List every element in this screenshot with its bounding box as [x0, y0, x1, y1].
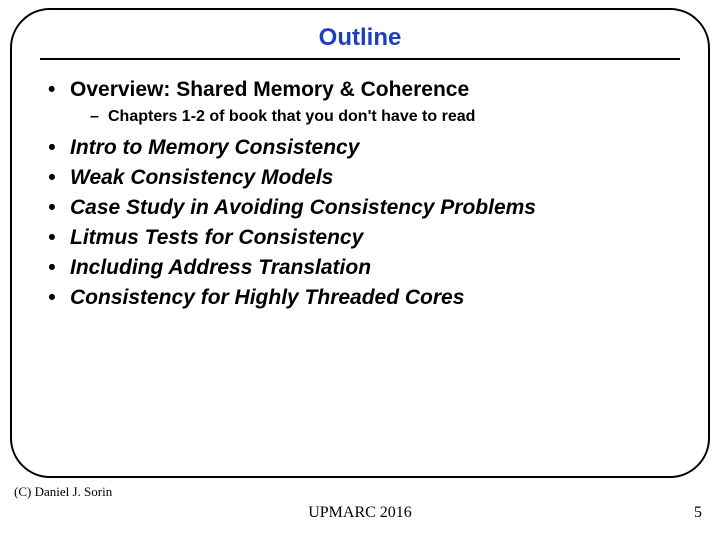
bullet-text: Weak Consistency Models	[70, 166, 333, 190]
page-number: 5	[694, 504, 702, 522]
conference: UPMARC 2016	[0, 504, 720, 522]
bullet-text: Overview: Shared Memory & Coherence	[70, 78, 469, 102]
copyright: (C) Daniel J. Sorin	[14, 484, 112, 500]
bullet-text: Case Study in Avoiding Consistency Probl…	[70, 196, 536, 220]
bullet-text: Litmus Tests for Consistency	[70, 226, 363, 250]
bullet-marker: •	[48, 226, 70, 250]
bullet-item: •Including Address Translation	[48, 256, 680, 280]
bullet-list: •Overview: Shared Memory & Coherence–Cha…	[40, 78, 680, 310]
bullet-text: Consistency for Highly Threaded Cores	[70, 286, 464, 310]
bullet-marker: •	[48, 286, 70, 310]
bullet-marker: •	[48, 166, 70, 190]
bullet-text: Intro to Memory Consistency	[70, 136, 359, 160]
bullet-marker: •	[48, 78, 70, 102]
slide-title: Outline	[40, 24, 680, 52]
title-underline	[40, 58, 680, 60]
bullet-item: •Case Study in Avoiding Consistency Prob…	[48, 196, 680, 220]
sub-marker: –	[90, 108, 108, 126]
bullet-marker: •	[48, 196, 70, 220]
bullet-marker: •	[48, 256, 70, 280]
bullet-marker: •	[48, 136, 70, 160]
slide-frame: Outline •Overview: Shared Memory & Coher…	[10, 8, 710, 478]
sub-list: –Chapters 1-2 of book that you don't hav…	[48, 108, 680, 126]
bullet-item: •Intro to Memory Consistency	[48, 136, 680, 160]
sub-text: Chapters 1-2 of book that you don't have…	[108, 108, 475, 126]
sub-item: –Chapters 1-2 of book that you don't hav…	[90, 108, 680, 126]
footer: (C) Daniel J. Sorin UPMARC 2016 5	[0, 490, 720, 530]
bullet-item: •Consistency for Highly Threaded Cores	[48, 286, 680, 310]
bullet-item: •Litmus Tests for Consistency	[48, 226, 680, 250]
bullet-item: •Weak Consistency Models	[48, 166, 680, 190]
bullet-item: •Overview: Shared Memory & Coherence	[48, 78, 680, 102]
bullet-text: Including Address Translation	[70, 256, 371, 280]
